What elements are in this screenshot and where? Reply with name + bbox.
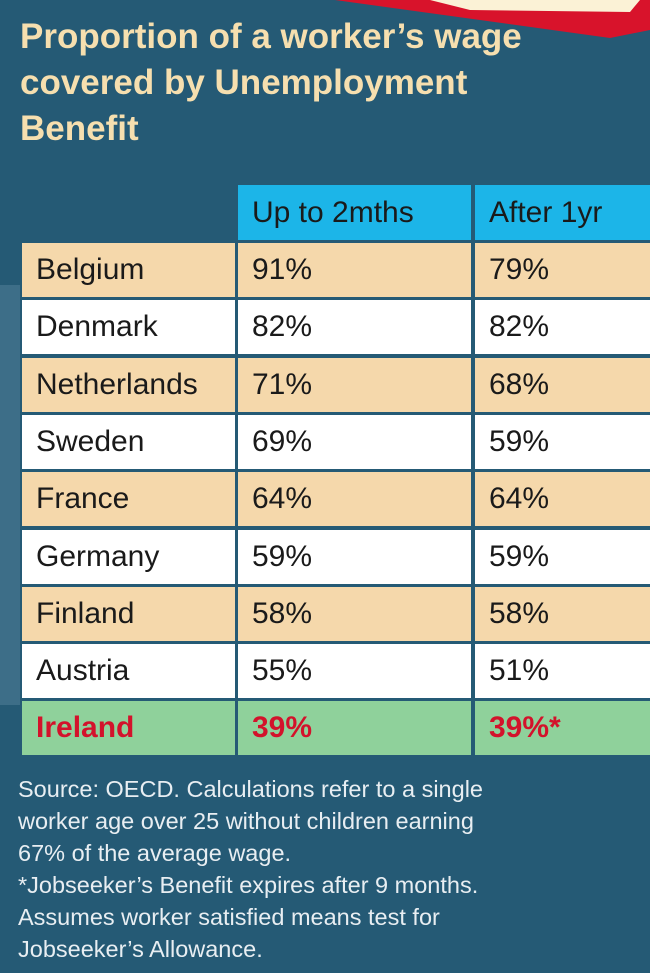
value-cell: 39% (238, 701, 471, 756)
value-cell: 55% (238, 644, 471, 699)
column-header: After 1yr (475, 185, 650, 240)
value-cell: 69% (238, 414, 471, 469)
value-cell: 68% (475, 357, 650, 412)
footnote-line: Jobseeker’s Allowance. (18, 936, 263, 962)
footnote-line: Source: OECD. Calculations refer to a si… (18, 776, 483, 802)
footnote-line: *Jobseeker’s Benefit expires after 9 mon… (18, 872, 479, 898)
value-cell: 82% (475, 300, 650, 355)
country-cell: Sweden (22, 414, 235, 469)
value-cell: 59% (475, 529, 650, 584)
country-cell: Denmark (22, 300, 235, 355)
country-cell: Belgium (22, 243, 235, 297)
country-cell: Austria (22, 644, 235, 699)
footnote-line: Assumes worker satisfied means test for (18, 904, 440, 930)
country-cell: Finland (22, 586, 235, 641)
country-cell: Netherlands (22, 357, 235, 412)
banner-paper (430, 0, 640, 12)
title: Proportion of a worker’s wage covered by… (20, 17, 522, 148)
value-cell: 59% (475, 414, 650, 469)
value-cell: 59% (238, 529, 471, 584)
value-cell: 39%* (475, 701, 650, 756)
column-header: Up to 2mths (238, 185, 471, 240)
footnote-line: 67% of the average wage. (18, 840, 292, 866)
value-cell: 79% (475, 243, 650, 297)
value-cell: 64% (238, 472, 471, 527)
value-cell: 51% (475, 644, 650, 699)
value-cell: 58% (475, 586, 650, 641)
country-cell: France (22, 472, 235, 527)
value-cell: 82% (238, 300, 471, 355)
country-cell: Ireland (22, 701, 235, 756)
country-cell: Germany (22, 529, 235, 584)
side-strip (0, 285, 20, 705)
value-cell: 71% (238, 357, 471, 412)
value-cell: 58% (238, 586, 471, 641)
value-cell: 64% (475, 472, 650, 527)
footnote-line: worker age over 25 without children earn… (18, 808, 474, 834)
value-cell: 91% (238, 243, 471, 297)
